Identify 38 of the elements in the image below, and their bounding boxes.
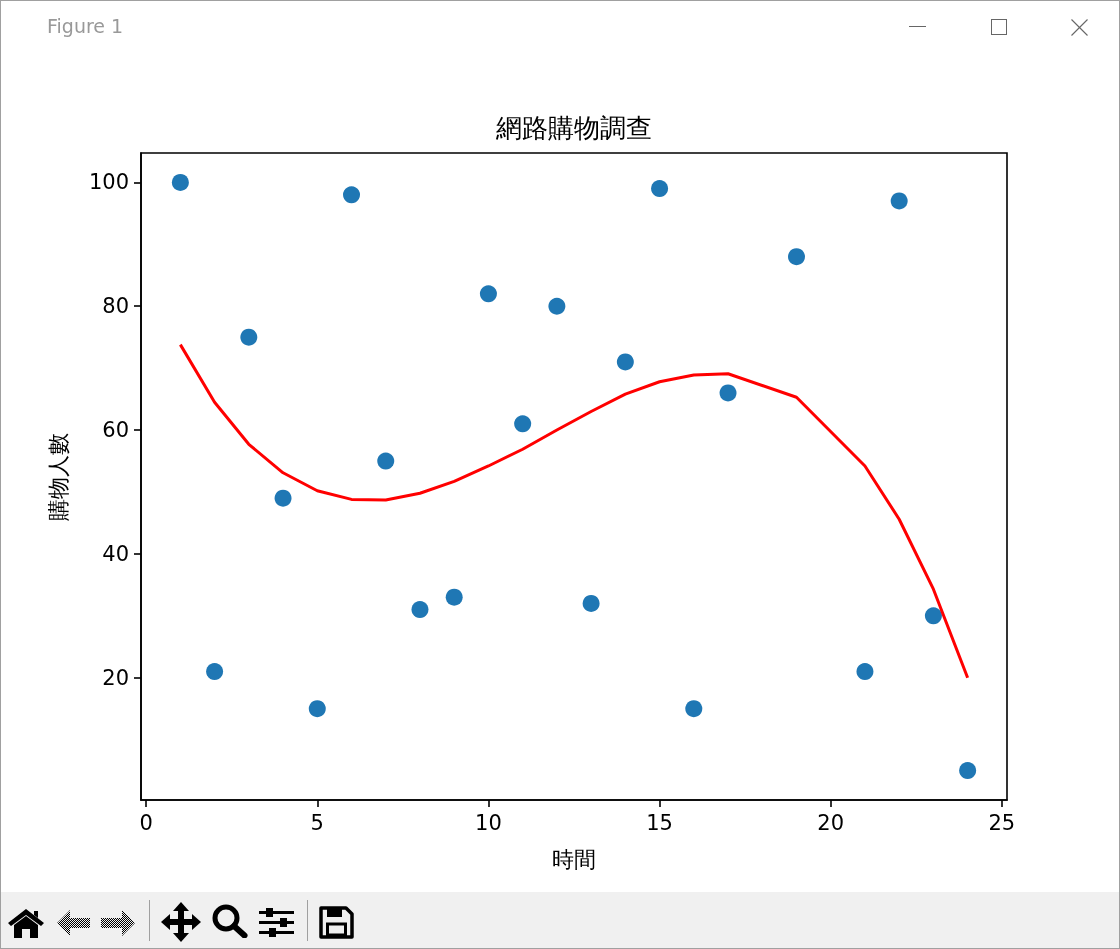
point bbox=[719, 384, 737, 402]
x-tick-label: 20 bbox=[817, 810, 845, 835]
point bbox=[924, 607, 942, 625]
y-tick-label: 80 bbox=[102, 294, 129, 319]
y-axis-title: 購物人數 bbox=[45, 432, 71, 521]
caption: Figure 1 bbox=[47, 14, 124, 39]
point bbox=[890, 192, 908, 210]
point bbox=[514, 415, 532, 433]
point bbox=[206, 663, 224, 681]
point bbox=[171, 173, 189, 191]
line-series bbox=[178, 343, 970, 680]
point bbox=[856, 663, 874, 681]
x-tick-label: 15 bbox=[646, 810, 673, 835]
point bbox=[445, 588, 463, 606]
point bbox=[377, 452, 395, 470]
point bbox=[685, 700, 703, 718]
point bbox=[411, 601, 429, 619]
chart-title: 網路購物調查 bbox=[495, 113, 652, 143]
point bbox=[548, 297, 566, 315]
point bbox=[651, 180, 669, 198]
x-tick-label: 0 bbox=[139, 810, 153, 835]
point bbox=[274, 489, 292, 507]
y-tick-label: 100 bbox=[88, 170, 129, 195]
point bbox=[479, 285, 497, 303]
point bbox=[343, 186, 361, 204]
point bbox=[616, 353, 634, 371]
y-tick-label: 60 bbox=[102, 418, 129, 443]
point bbox=[240, 328, 258, 346]
x-axis-title: 時間 bbox=[552, 846, 596, 872]
x-tick-label: 10 bbox=[475, 810, 502, 835]
x-tick-label: 5 bbox=[310, 810, 324, 835]
x-tick-label: 25 bbox=[988, 810, 1016, 835]
point bbox=[788, 248, 805, 266]
y-tick-label: 20 bbox=[102, 665, 129, 690]
point bbox=[308, 700, 326, 718]
point bbox=[582, 594, 600, 612]
point bbox=[959, 762, 977, 780]
y-tick-label: 40 bbox=[102, 541, 129, 566]
